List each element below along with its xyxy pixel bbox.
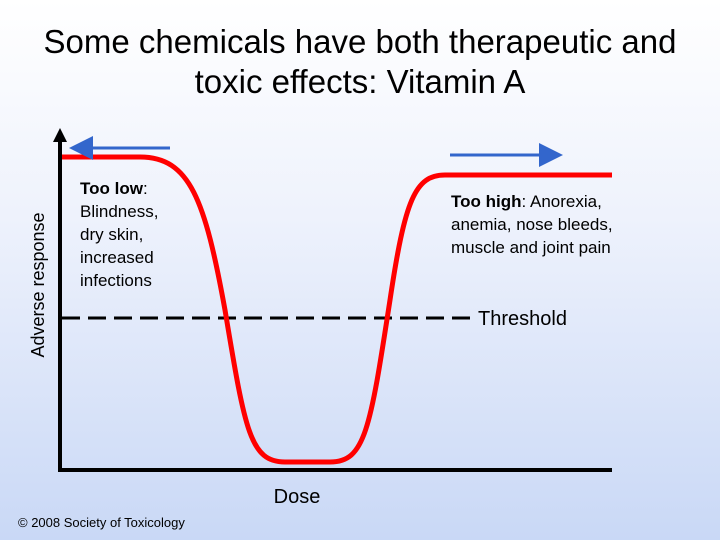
too-low-text: : Blindness, dry skin, increased infecti…: [80, 179, 159, 290]
response-curve: [62, 154, 612, 465]
threshold-label: Threshold: [478, 308, 567, 330]
x-axis-label: Dose: [274, 486, 321, 508]
y-axis-arrow: [53, 128, 67, 142]
too-high-note: Too high: Anorexia, anemia, nose bleeds,…: [451, 190, 631, 259]
too-low-note: Too low: Blindness, dry skin, increased …: [80, 177, 178, 292]
too-low-term: Too low: [80, 179, 143, 198]
too-high-term: Too high: [451, 192, 522, 211]
slide-title: Some chemicals have both therapeutic and…: [43, 23, 677, 100]
y-axis-label: Adverse response: [28, 212, 48, 357]
footer: © 2008 Society of Toxicology: [18, 515, 185, 530]
too-high-text: : Anorexia, anemia, nose bleeds, muscle …: [451, 192, 613, 257]
